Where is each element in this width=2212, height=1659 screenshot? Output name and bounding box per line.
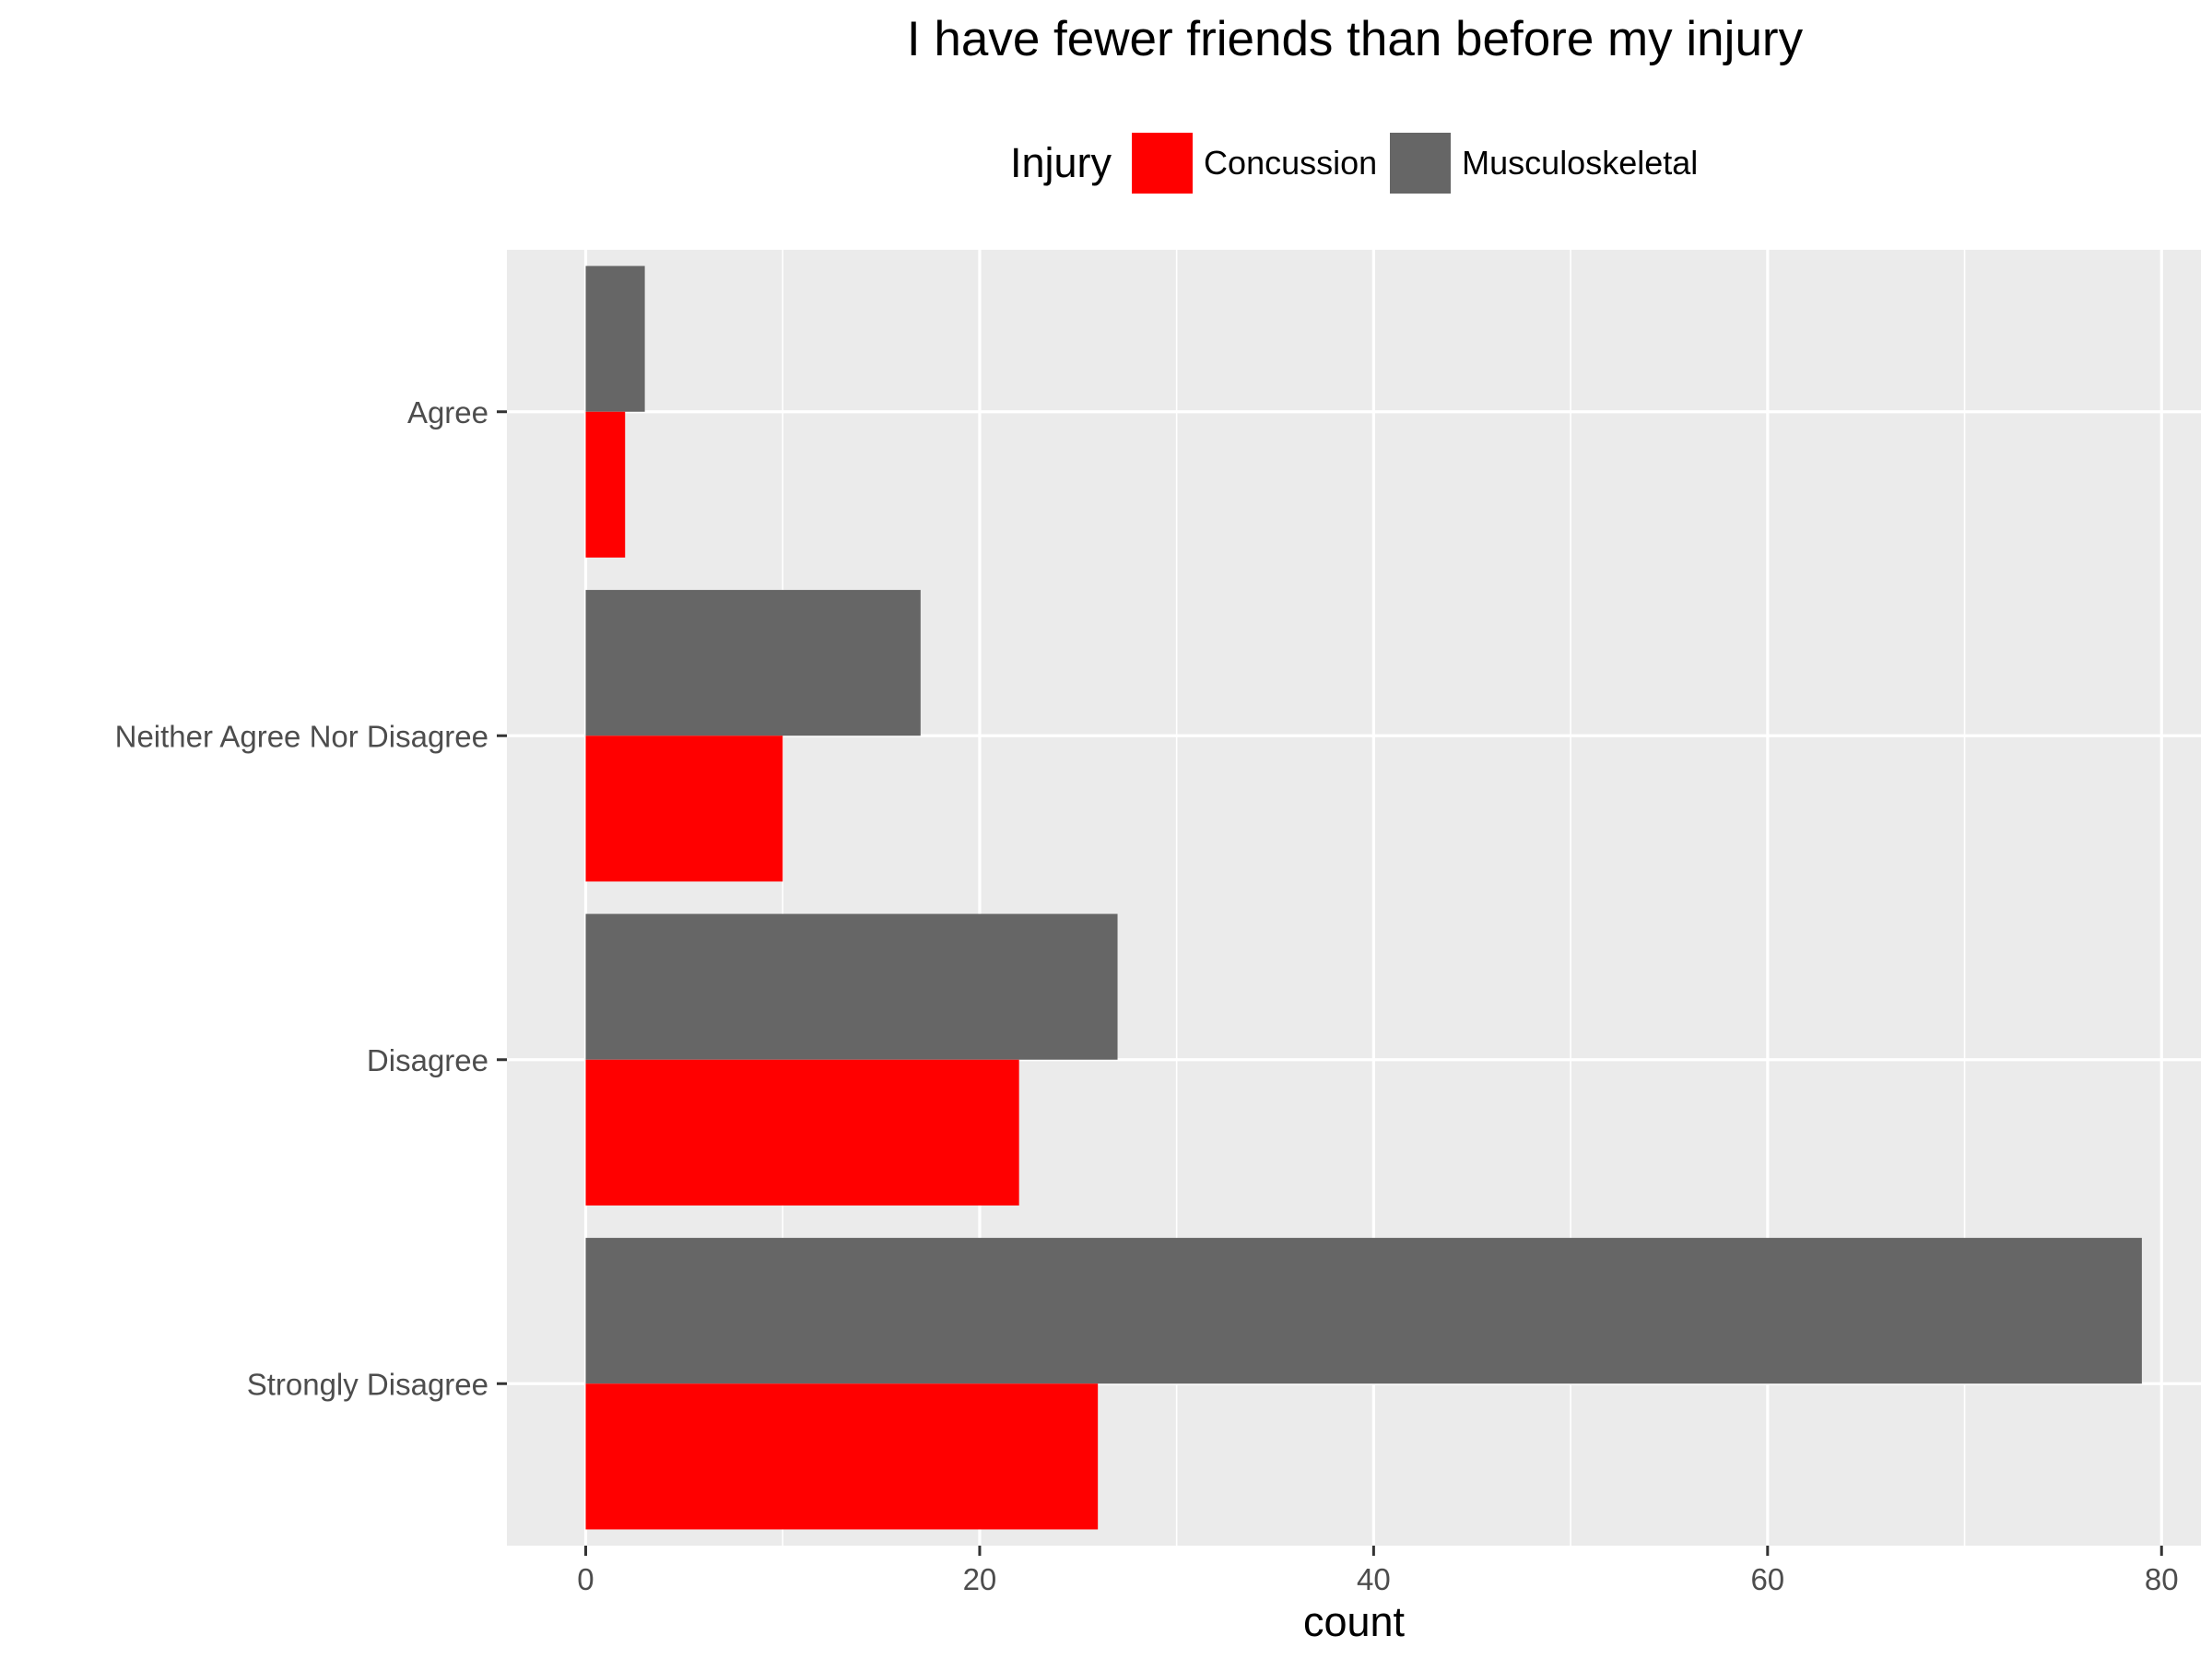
bar-musculoskeletal-strongly-disagree	[585, 1238, 2142, 1384]
bar-concussion-neither-agree-nor-disagree	[585, 735, 783, 882]
legend-item-musculoskeletal: Musculoskeletal	[1390, 133, 1698, 194]
chart-title: I have fewer friends than before my inju…	[906, 12, 1804, 66]
x-axis-title: count	[1303, 1598, 1406, 1645]
bar-musculoskeletal-neither-agree-nor-disagree	[585, 590, 921, 736]
bar-musculoskeletal-agree	[585, 265, 645, 412]
bar-musculoskeletal-disagree	[585, 913, 1118, 1060]
legend-title: Injury	[1010, 139, 1112, 186]
y-tick-label: Strongly Disagree	[247, 1367, 488, 1401]
y-tick-label: Agree	[407, 395, 488, 429]
legend-item-concussion: Concussion	[1132, 133, 1377, 194]
x-tick-label: 0	[577, 1562, 594, 1596]
legend-label-concussion: Concussion	[1204, 144, 1378, 182]
bar-concussion-disagree	[585, 1059, 1019, 1206]
x-tick-label: 40	[1357, 1562, 1391, 1596]
legend-swatch-musculoskeletal	[1390, 133, 1452, 194]
legend: Injury Concussion Musculoskeletal	[1010, 129, 1711, 197]
legend-label-musculoskeletal: Musculoskeletal	[1462, 144, 1699, 182]
y-tick-label: Neither Agree Nor Disagree	[115, 719, 488, 753]
x-tick-label: 20	[963, 1562, 997, 1596]
bar-concussion-strongly-disagree	[585, 1383, 1099, 1530]
legend-swatch-concussion	[1132, 133, 1194, 194]
y-tick-label: Disagree	[367, 1043, 488, 1077]
x-tick-label: 80	[2145, 1562, 2179, 1596]
x-tick-label: 60	[1750, 1562, 1784, 1596]
bar-concussion-agree	[585, 411, 626, 558]
